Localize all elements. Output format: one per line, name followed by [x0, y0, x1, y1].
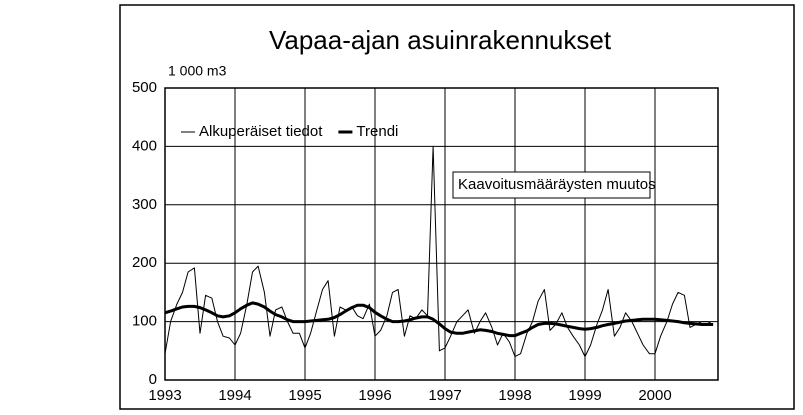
x-tick-label: 1998	[498, 387, 531, 404]
y-axis-label: 1 000 m3	[168, 63, 227, 79]
legend-label: Trendi	[356, 123, 398, 140]
annotation: Kaavoitusmääräysten muutos	[458, 176, 656, 193]
x-tick-label: 1996	[358, 387, 391, 404]
x-tick-label: 1997	[428, 387, 461, 404]
x-tick-label: 1993	[148, 387, 181, 404]
y-tick-label: 200	[132, 254, 157, 271]
chart-title: Vapaa-ajan asuinrakennukset	[269, 25, 612, 55]
series-line	[164, 301, 714, 338]
x-tick-label: 1994	[218, 387, 251, 404]
y-tick-label: 100	[132, 313, 157, 330]
x-tick-label: 1999	[568, 387, 601, 404]
x-tick-label: 2000	[638, 387, 671, 404]
x-tick-label: 1995	[288, 387, 321, 404]
y-tick-label: 0	[149, 371, 157, 388]
y-tick-label: 500	[132, 79, 157, 96]
plot-border	[164, 87, 719, 381]
frame	[119, 4, 795, 410]
annotation-box	[452, 171, 651, 199]
y-tick-label: 300	[132, 196, 157, 213]
y-tick-label: 400	[132, 137, 157, 154]
legend-label: Alkuperäiset tiedot	[199, 123, 323, 140]
